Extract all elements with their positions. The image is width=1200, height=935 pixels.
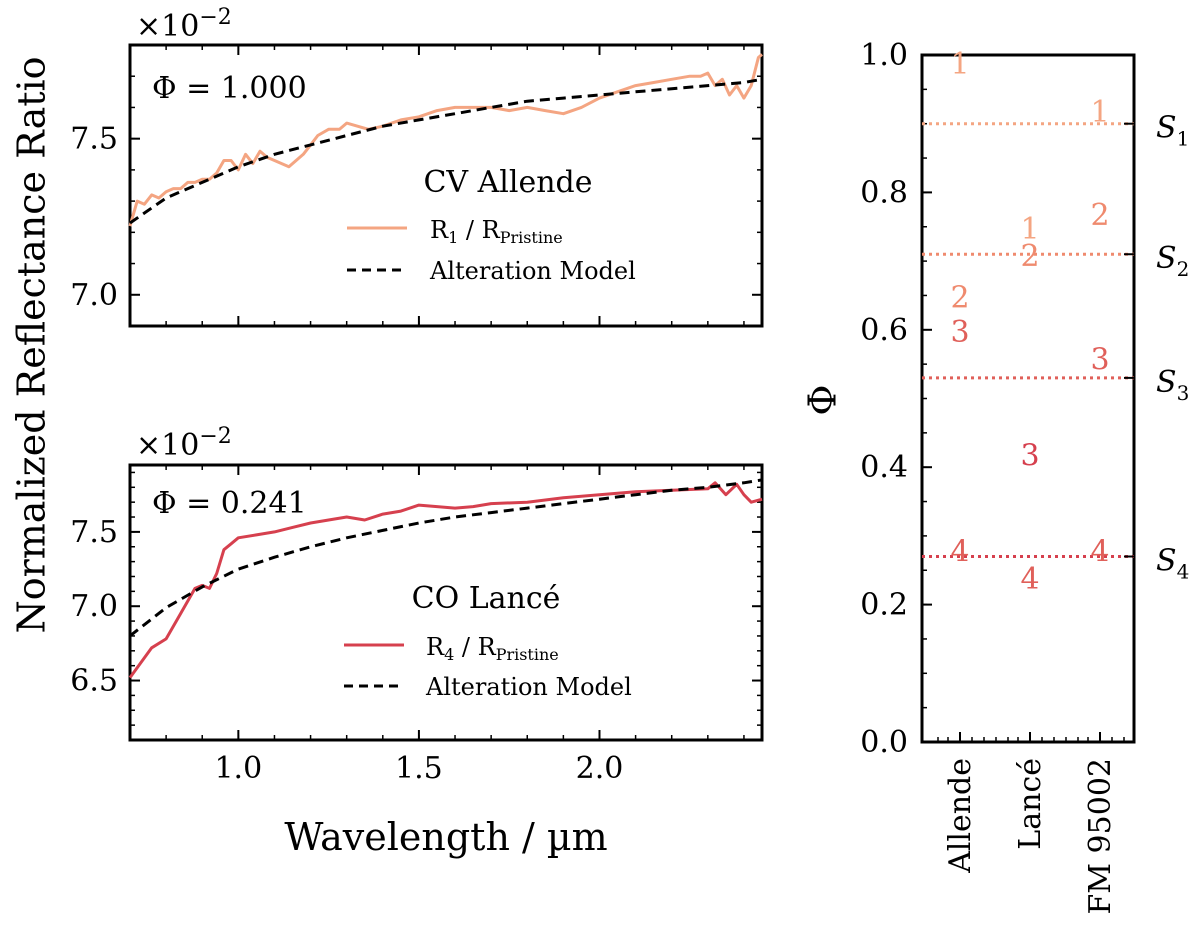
phi-level-label: S1 <box>1156 111 1189 151</box>
phi-ylabel: Φ <box>801 384 845 415</box>
phi-level-label: S2 <box>1156 241 1189 281</box>
phi-point-label: 2 <box>1090 198 1109 233</box>
bottom-legend-title: CO Lancé <box>412 581 561 616</box>
bottom-series-group <box>128 478 763 679</box>
phi-ytick-label: 1.0 <box>860 38 908 73</box>
bottom-plot-frame <box>128 463 764 742</box>
bottom-panel: ×10−2 Φ = 0.241 6.5 7.0 7.5 1.0 1.5 2.0 CO La… <box>70 424 764 786</box>
phi-ytick-label: 0.6 <box>860 313 908 348</box>
bottom-legend: R4 / RPristine Alteration Model <box>344 633 632 701</box>
phi-point-label: 1 <box>1090 95 1109 130</box>
bottom-ytick-label: 7.0 <box>70 589 118 624</box>
phi-ytick-label: 0.4 <box>860 450 908 485</box>
phi-level-lines: S1 S2 S3 S4 <box>922 111 1189 584</box>
phi-category-labels: Allende Lancé FM 95002 <box>943 758 1118 915</box>
shared-xlabel: Wavelength / µm <box>284 815 607 859</box>
top-axis-ticks: 7.0 7.5 <box>70 45 762 326</box>
top-legend-entry-model: Alteration Model <box>429 257 636 285</box>
phi-category-label: Lancé <box>1013 758 1048 850</box>
phi-point-label: 3 <box>1020 438 1039 473</box>
phi-point-label: 4 <box>950 535 969 570</box>
phi-axis-ticks: 0.0 0.2 0.4 0.6 0.8 1.0 <box>860 38 1125 760</box>
bottom-scale-note: ×10−2 <box>136 424 232 463</box>
top-ytick-label: 7.5 <box>70 122 118 157</box>
top-ytick-label: 7.0 <box>70 278 118 313</box>
bottom-legend-entry-model: Alteration Model <box>425 673 632 701</box>
top-legend-entry-ratio: R1 / RPristine <box>430 216 563 247</box>
top-scale-note: ×10−2 <box>136 5 232 44</box>
phi-level-label: S3 <box>1156 365 1189 405</box>
phi-point-label: 1 <box>1020 212 1039 247</box>
phi-point-label: 4 <box>1020 562 1039 597</box>
top-phi-annotation: Φ = 1.000 <box>152 71 307 106</box>
phi-point-label: 1 <box>950 47 969 82</box>
phi-plot-frame <box>920 53 1136 744</box>
bottom-model-line <box>129 478 763 638</box>
bottom-xtick-label: 1.0 <box>214 751 262 786</box>
phi-point-label: 3 <box>1090 342 1109 377</box>
top-series-group <box>128 53 763 227</box>
top-ratio-line <box>128 53 763 227</box>
phi-category-label: Allende <box>943 758 978 874</box>
shared-ylabel: Normalized Reflectance Ratio <box>10 56 54 633</box>
phi-point-label: 4 <box>1090 535 1109 570</box>
bottom-ytick-label: 7.5 <box>70 515 118 550</box>
phi-point-label: 2 <box>950 280 969 315</box>
bottom-ytick-label: 6.5 <box>70 664 118 699</box>
bottom-xtick-label: 2.0 <box>576 751 624 786</box>
top-legend-title: CV Allende <box>423 165 592 200</box>
bottom-phi-annotation: Φ = 0.241 <box>152 486 307 521</box>
phi-point-label: 3 <box>950 315 969 350</box>
bottom-legend-entry-ratio: R4 / RPristine <box>426 633 559 664</box>
top-panel: ×10−2 Φ = 1.000 7.0 7.5 CV Allende R1 / R… <box>70 5 764 328</box>
phi-ytick-label: 0.8 <box>860 175 908 210</box>
phi-ytick-label: 0.2 <box>860 588 908 623</box>
top-legend: R1 / RPristine Alteration Model <box>347 216 636 285</box>
top-plot-frame <box>128 43 764 328</box>
phi-point-label: 2 <box>1020 239 1039 274</box>
phi-category-label: FM 95002 <box>1083 758 1118 915</box>
top-model-line <box>129 77 763 225</box>
bottom-axis-ticks: 6.5 7.0 7.5 1.0 1.5 2.0 <box>70 465 762 786</box>
bottom-xtick-label: 1.5 <box>395 751 443 786</box>
phi-ytick-label: 0.0 <box>860 725 908 760</box>
phi-level-label: S4 <box>1156 544 1189 584</box>
